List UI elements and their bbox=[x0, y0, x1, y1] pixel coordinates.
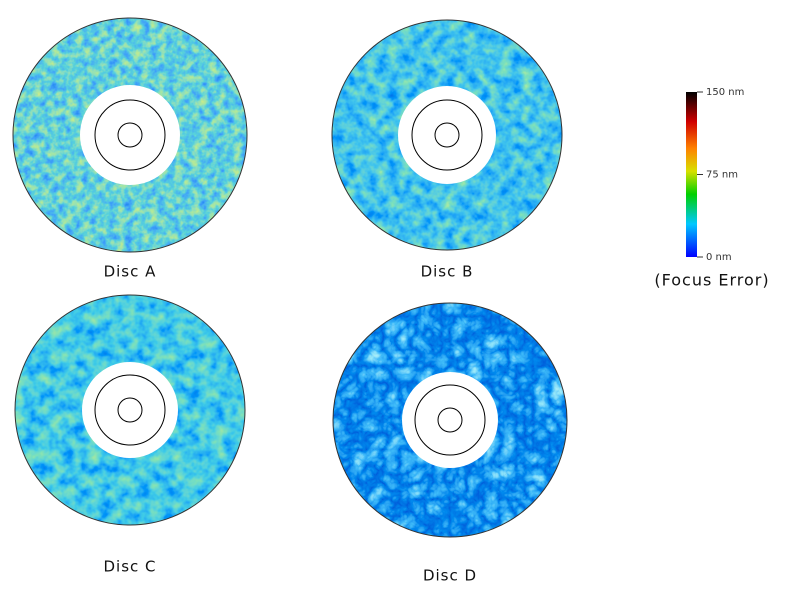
colorbar-title: (Focus Error) bbox=[654, 271, 769, 290]
colorbar-tick-label: 150 nm bbox=[706, 87, 744, 98]
disc-label: Disc B bbox=[421, 263, 474, 281]
disc-label: Disc C bbox=[103, 558, 156, 576]
disc-label: Disc D bbox=[423, 567, 477, 585]
colorbar-tick-label: 75 nm bbox=[706, 170, 738, 181]
disc-label: Disc A bbox=[104, 263, 157, 281]
colorbar bbox=[686, 92, 697, 257]
colorbar-tick-label: 0 nm bbox=[706, 252, 732, 263]
disc-b bbox=[331, 19, 563, 251]
disc-c bbox=[14, 294, 246, 526]
disc-a bbox=[12, 17, 248, 253]
disc-d bbox=[332, 302, 568, 538]
